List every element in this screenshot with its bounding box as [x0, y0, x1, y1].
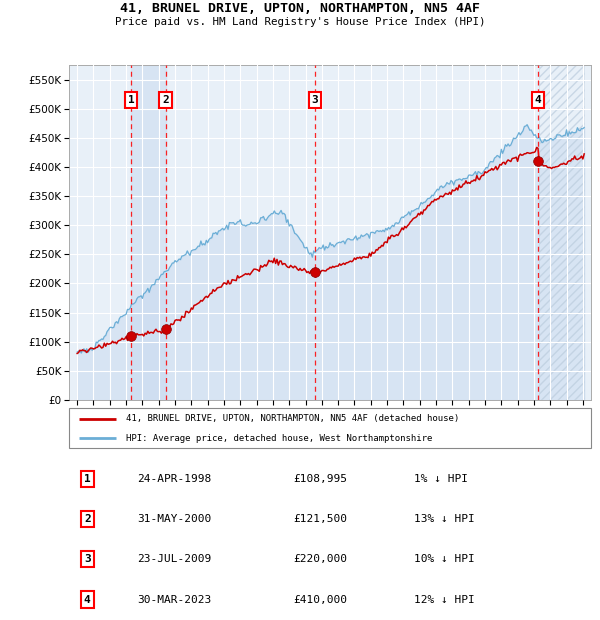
Text: 2: 2 — [84, 514, 91, 524]
Text: 2: 2 — [162, 95, 169, 105]
Text: 12% ↓ HPI: 12% ↓ HPI — [413, 595, 474, 604]
Text: 31-MAY-2000: 31-MAY-2000 — [137, 514, 211, 524]
Text: 1% ↓ HPI: 1% ↓ HPI — [413, 474, 467, 484]
Text: 41, BRUNEL DRIVE, UPTON, NORTHAMPTON, NN5 4AF: 41, BRUNEL DRIVE, UPTON, NORTHAMPTON, NN… — [120, 1, 480, 14]
Text: 23-JUL-2009: 23-JUL-2009 — [137, 554, 211, 564]
Text: £410,000: £410,000 — [293, 595, 347, 604]
Bar — [131, 65, 166, 400]
Text: 10% ↓ HPI: 10% ↓ HPI — [413, 554, 474, 564]
Text: 1: 1 — [84, 474, 91, 484]
Text: 24-APR-1998: 24-APR-1998 — [137, 474, 211, 484]
Text: 1: 1 — [128, 95, 134, 105]
Text: 30-MAR-2023: 30-MAR-2023 — [137, 595, 211, 604]
Text: £121,500: £121,500 — [293, 514, 347, 524]
Text: 41, BRUNEL DRIVE, UPTON, NORTHAMPTON, NN5 4AF (detached house): 41, BRUNEL DRIVE, UPTON, NORTHAMPTON, NN… — [127, 414, 460, 423]
Text: HPI: Average price, detached house, West Northamptonshire: HPI: Average price, detached house, West… — [127, 433, 433, 443]
FancyBboxPatch shape — [69, 408, 591, 448]
Text: 13% ↓ HPI: 13% ↓ HPI — [413, 514, 474, 524]
Text: 3: 3 — [84, 554, 91, 564]
Text: Price paid vs. HM Land Registry's House Price Index (HPI): Price paid vs. HM Land Registry's House … — [115, 17, 485, 27]
Text: 4: 4 — [84, 595, 91, 604]
Text: £220,000: £220,000 — [293, 554, 347, 564]
Text: 4: 4 — [535, 95, 541, 105]
Text: £108,995: £108,995 — [293, 474, 347, 484]
Text: 3: 3 — [311, 95, 318, 105]
